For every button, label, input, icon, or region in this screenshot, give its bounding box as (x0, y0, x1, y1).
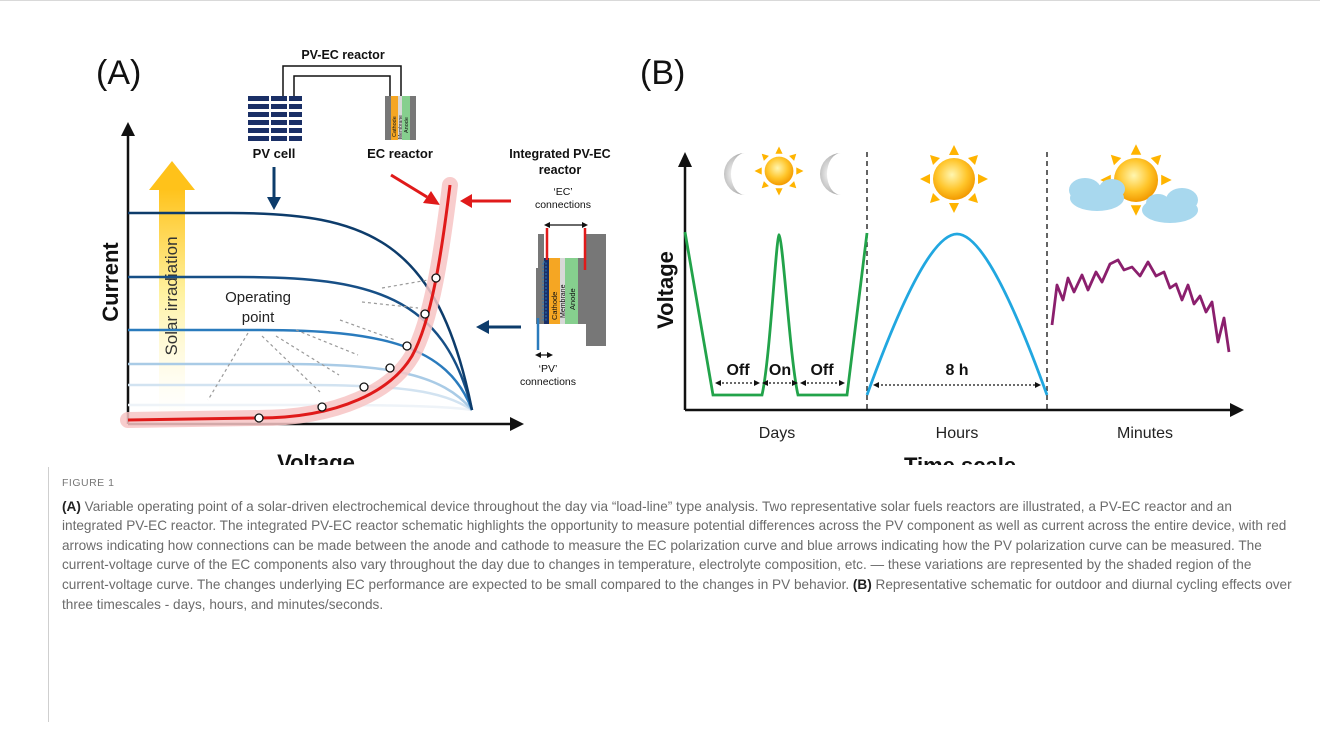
caption-rule (48, 467, 49, 722)
eight-hours-label: 8 h (945, 362, 968, 379)
integrated-membrane-label: Membrane (560, 284, 567, 318)
pv-curve-0 (128, 211, 474, 411)
panel-b-ylabel: Voltage (653, 251, 678, 329)
panel-b-axes (678, 152, 1244, 417)
integrated-cathode-label: Cathode (550, 292, 559, 320)
panel-a-label: (A) (96, 54, 141, 92)
pv-connections-label-line1: ‘PV’ (539, 363, 558, 375)
operating-point-marker (254, 413, 264, 423)
ec-cathode-label: Cathode (392, 116, 398, 137)
hours-voltage-curve (865, 232, 1049, 396)
panel-a-xlabel: Voltage (277, 450, 355, 465)
pv-curve-2 (128, 328, 474, 411)
pv-curve-4 (128, 383, 473, 412)
operating-point-marker (359, 382, 369, 392)
pv-cell-icon (248, 94, 302, 143)
ec-iv-curve (120, 177, 458, 428)
caption-b-text: Representative schematic for outdoor and… (62, 576, 1292, 612)
integrated-reactor-title-line2: reactor (539, 163, 582, 177)
pv-ec-reactor-title: PV-EC reactor (301, 48, 385, 62)
operating-point-marker (431, 273, 441, 283)
caption-b-label: (B) (852, 576, 872, 592)
ec-connections-label-line2: connections (535, 199, 591, 211)
sun-behind-clouds-icon (1069, 144, 1198, 223)
days-voltage-curve (683, 231, 869, 397)
operating-point-marker (385, 363, 395, 373)
operating-point-marker (317, 402, 327, 412)
operating-point-marker (402, 341, 412, 351)
moon-icon (723, 153, 745, 195)
figure-caption: FIGURE 1 (A) Variable operating point of… (62, 474, 1292, 614)
section-minutes-label: Minutes (1117, 425, 1173, 442)
off-label-first: Off (726, 362, 750, 379)
caption-a-label: (A) (62, 498, 81, 514)
panel-a-ylabel: Current (98, 242, 123, 322)
solar-irradiation-arrow (149, 161, 195, 422)
minutes-voltage-curve (1050, 258, 1231, 353)
ec-reactor-icon: Cathode Membrane Anode (385, 96, 416, 140)
on-label: On (769, 362, 791, 379)
ec-anode-label: Anode (404, 117, 410, 133)
operating-point-label-line1: Operating (225, 289, 291, 306)
figure-number: FIGURE 1 (62, 477, 115, 489)
pv-ec-reactor-schematic: PV-EC reactor PV cell Cathode Membrane A… (248, 48, 433, 161)
operating-points (254, 273, 441, 423)
caption-text: (A) Variable operating point of a solar-… (62, 497, 1292, 615)
pv-curve-arrow-blue (476, 320, 521, 334)
sun-icon (920, 145, 988, 213)
integrated-anode-label: Anode (568, 288, 577, 310)
ec-membrane-label: Membrane (398, 115, 404, 139)
figure-1-illustration: (A) PV-EC reactor PV cell Cathode Membra… (96, 48, 1244, 465)
operating-point-label-line2: point (242, 309, 275, 326)
ec-curve-arrow-red-left (390, 173, 440, 205)
pv-curve-arrow (267, 167, 281, 210)
integrated-pv-ec-reactor: Integrated PV-EC reactor ‘EC’ connection… (509, 147, 610, 388)
panel-b-xlabel: Time scale (904, 453, 1016, 465)
ec-reactor-label: EC reactor (367, 146, 433, 161)
pv-curve-1 (128, 275, 474, 411)
operating-point-pointers (207, 279, 429, 401)
top-divider (0, 0, 1320, 1)
panel-b-label: (B) (640, 54, 685, 92)
moon-icon (819, 153, 841, 195)
section-hours-label: Hours (936, 425, 979, 442)
off-label-second: Off (810, 362, 834, 379)
section-days-label: Days (759, 425, 795, 442)
pv-cell-label: PV cell (253, 146, 296, 161)
caption-a-text: Variable operating point of a solar-driv… (62, 498, 1287, 592)
solar-irradiation-label: Solar irradiation (162, 236, 181, 355)
ec-curve-arrow-red-right (460, 194, 511, 208)
sun-icon (754, 146, 804, 196)
integrated-reactor-title-line1: Integrated PV-EC (509, 147, 610, 161)
operating-point-marker (420, 309, 430, 319)
pv-connections-label-line2: connections (520, 376, 576, 388)
ec-connections-label-line1: ‘EC’ (553, 186, 572, 198)
